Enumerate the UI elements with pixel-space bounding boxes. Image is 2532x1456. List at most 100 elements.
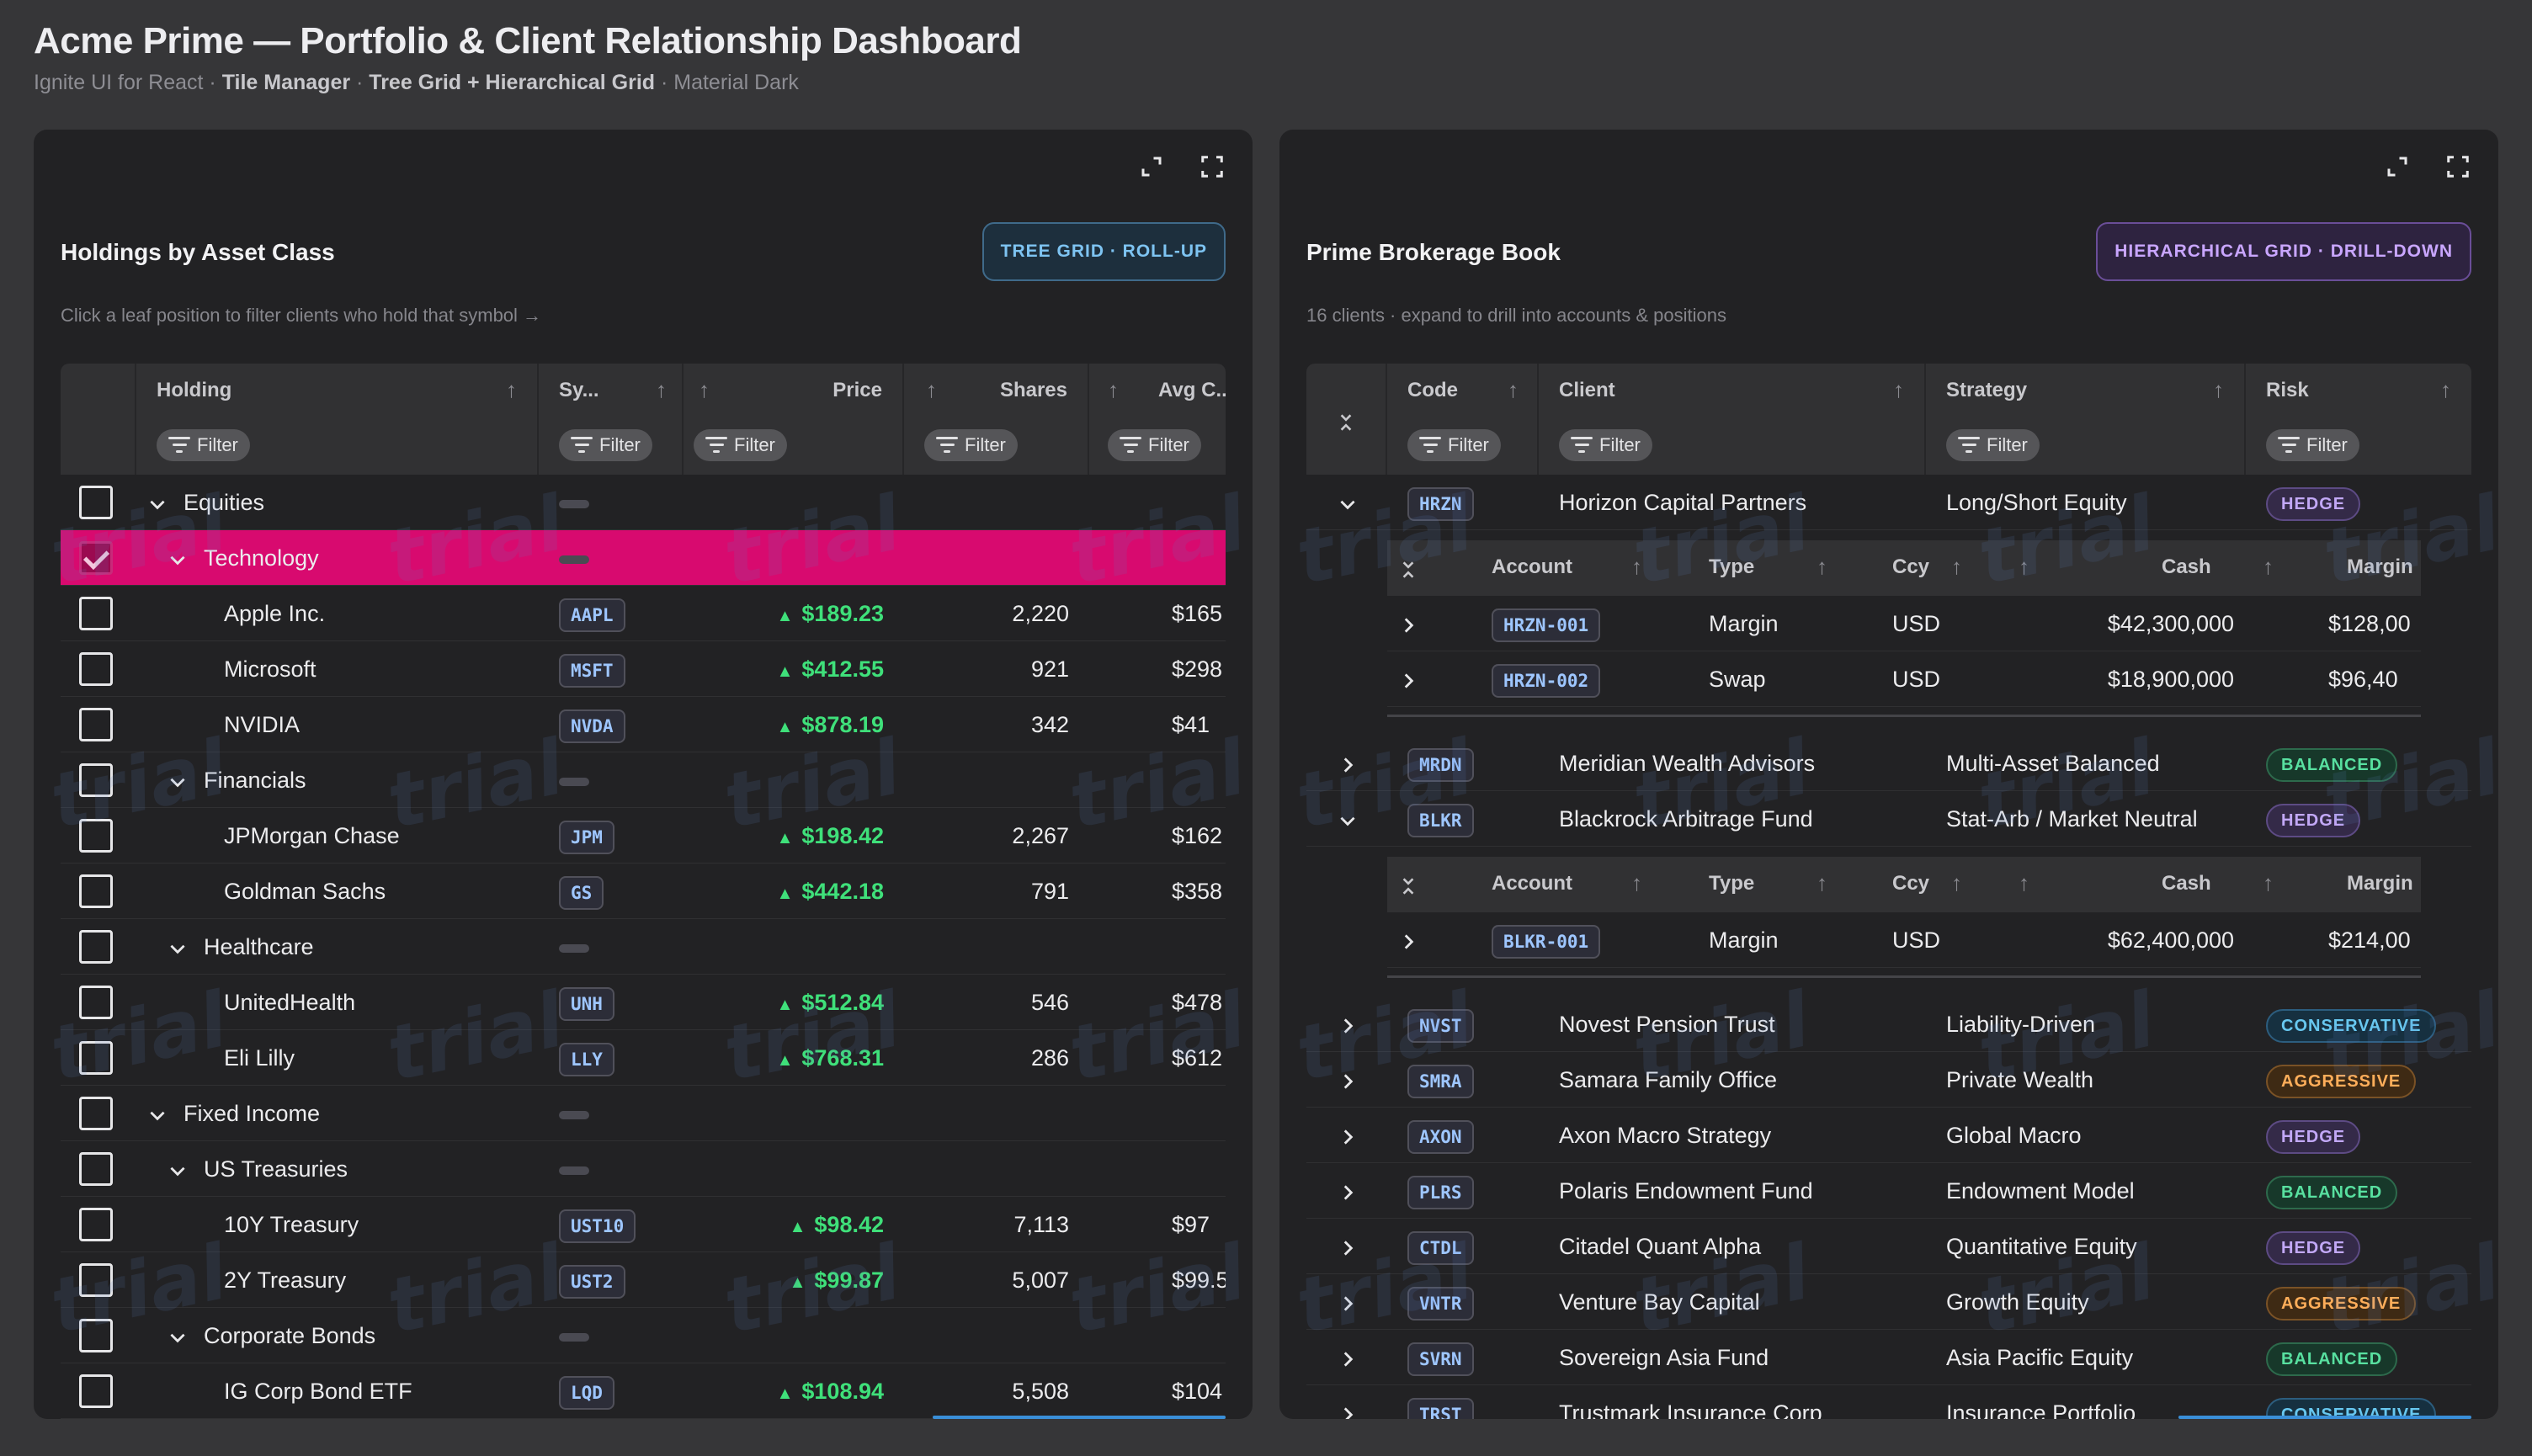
chevron-down-icon[interactable] <box>165 919 190 975</box>
position-row[interactable]: JPMorgan Chase JPM ▲ $198.42 2,267 $162 <box>61 808 1226 864</box>
client-row[interactable]: HRZN Horizon Capital Partners Long/Short E… <box>1306 475 2471 530</box>
sort-up-icon[interactable]: ↑ <box>2019 870 2029 895</box>
client-row[interactable]: SMRA Samara Family Office Private Wealth AG… <box>1306 1052 2471 1108</box>
row-checkbox[interactable] <box>79 1319 113 1352</box>
symbol-filter-chip[interactable]: Filter <box>559 429 652 461</box>
sort-up-icon[interactable]: ↑ <box>1508 377 1519 402</box>
sort-up-icon[interactable]: ↑ <box>1108 377 1119 402</box>
group-row[interactable]: US Treasuries <box>61 1141 1226 1197</box>
row-checkbox[interactable] <box>79 541 113 575</box>
row-checkbox[interactable] <box>79 1374 113 1408</box>
chevron-right-icon[interactable] <box>1335 1219 1360 1274</box>
holding-column-header[interactable]: Holding ↑ Filter <box>136 364 539 475</box>
maximize-icon[interactable] <box>2382 151 2412 182</box>
position-row[interactable]: Microsoft MSFT ▲ $412.55 921 $298 <box>61 641 1226 697</box>
position-row[interactable]: NVIDIA NVDA ▲ $878.19 342 $41 <box>61 697 1226 752</box>
sort-up-icon[interactable]: ↑ <box>1817 870 1827 895</box>
row-checkbox[interactable] <box>79 486 113 519</box>
account-row[interactable]: HRZN-001 Margin USD $42,300,000 $128,00 <box>1387 596 2421 651</box>
chevron-down-icon[interactable] <box>165 1141 190 1197</box>
sort-up-icon[interactable]: ↑ <box>2263 554 2274 579</box>
chevron-right-icon[interactable] <box>1335 996 1360 1052</box>
chevron-right-icon[interactable] <box>1335 1052 1360 1108</box>
avg-cost-filter-chip[interactable]: Filter <box>1108 429 1201 461</box>
risk-filter-chip[interactable]: Filter <box>2266 429 2359 461</box>
client-row[interactable]: NVST Novest Pension Trust Liability-Driven… <box>1306 996 2471 1052</box>
chevron-down-icon[interactable] <box>165 530 190 586</box>
holding-filter-chip[interactable]: Filter <box>157 429 250 461</box>
group-row[interactable]: Technology <box>61 530 1226 586</box>
chevron-down-icon[interactable] <box>1335 475 1360 530</box>
code-filter-chip[interactable]: Filter <box>1407 429 1501 461</box>
sort-up-icon[interactable]: ↑ <box>2213 377 2224 402</box>
chevron-down-icon[interactable] <box>145 1086 170 1141</box>
price-filter-chip[interactable]: Filter <box>694 429 787 461</box>
client-row[interactable]: PLRS Polaris Endowment Fund Endowment Mode… <box>1306 1163 2471 1219</box>
group-row[interactable]: Healthcare <box>61 919 1226 975</box>
row-checkbox[interactable] <box>79 763 113 797</box>
horizontal-scrollbar[interactable] <box>933 1416 1226 1419</box>
horizontal-scrollbar[interactable] <box>2178 1416 2471 1419</box>
client-row[interactable]: VNTR Venture Bay Capital Growth Equity AGGR… <box>1306 1274 2471 1330</box>
sort-up-icon[interactable]: ↑ <box>1893 377 1904 402</box>
sort-up-icon[interactable]: ↑ <box>1817 554 1827 579</box>
chevron-right-icon[interactable] <box>1335 1274 1360 1330</box>
position-row[interactable]: Goldman Sachs GS ▲ $442.18 791 $358 <box>61 864 1226 919</box>
client-row[interactable]: CTDL Citadel Quant Alpha Quantitative Equi… <box>1306 1219 2471 1274</box>
expand-all-header[interactable] <box>1306 364 1387 475</box>
row-checkbox[interactable] <box>79 819 113 853</box>
sort-up-icon[interactable]: ↑ <box>2440 377 2451 402</box>
strategy-filter-chip[interactable]: Filter <box>1946 429 2040 461</box>
code-column-header[interactable]: Code ↑ Filter <box>1387 364 1539 475</box>
chevron-down-icon[interactable] <box>165 752 190 808</box>
sort-up-icon[interactable]: ↑ <box>699 377 710 402</box>
collapse-all-icon[interactable] <box>1333 396 1359 446</box>
shares-filter-chip[interactable]: Filter <box>924 429 1018 461</box>
chevron-right-icon[interactable] <box>1396 651 1421 707</box>
maximize-icon[interactable] <box>1136 151 1167 182</box>
position-row[interactable]: UnitedHealth UNH ▲ $512.84 546 $478 <box>61 975 1226 1030</box>
sort-up-icon[interactable]: ↑ <box>2019 554 2029 579</box>
fullscreen-icon[interactable] <box>2443 151 2473 182</box>
sort-up-icon[interactable]: ↑ <box>1951 870 1962 895</box>
row-checkbox[interactable] <box>79 1208 113 1241</box>
account-row[interactable]: BLKR-001 Margin USD $62,400,000 $214,00 <box>1387 912 2421 968</box>
account-row[interactable]: HRZN-002 Swap USD $18,900,000 $96,40 <box>1387 651 2421 707</box>
chevron-right-icon[interactable] <box>1335 736 1360 791</box>
position-row[interactable]: IG Corp Bond ETF LQD ▲ $108.94 5,508 $104 <box>61 1363 1226 1419</box>
group-row[interactable]: Equities <box>61 475 1226 530</box>
row-checkbox[interactable] <box>79 1041 113 1075</box>
chevron-right-icon[interactable] <box>1335 1108 1360 1163</box>
shares-column-header[interactable]: ↑ Shares Filter <box>904 364 1089 475</box>
client-row[interactable]: BLKR Blackrock Arbitrage Fund Stat-Arb / M… <box>1306 791 2471 847</box>
client-row[interactable]: TRST Trustmark Insurance Corp Insurance Po… <box>1306 1385 2471 1419</box>
sort-up-icon[interactable]: ↑ <box>2263 870 2274 895</box>
position-row[interactable]: 10Y Treasury UST10 ▲ $98.42 7,113 $97 <box>61 1197 1226 1252</box>
chevron-right-icon[interactable] <box>1396 912 1421 968</box>
client-row[interactable]: SVRN Sovereign Asia Fund Asia Pacific Equi… <box>1306 1330 2471 1385</box>
client-row[interactable]: MRDN Meridian Wealth Advisors Multi-Asset … <box>1306 736 2471 791</box>
client-column-header[interactable]: Client ↑ Filter <box>1539 364 1926 475</box>
chevron-right-icon[interactable] <box>1396 596 1421 651</box>
strategy-column-header[interactable]: Strategy ↑ Filter <box>1926 364 2246 475</box>
chevron-right-icon[interactable] <box>1335 1330 1360 1385</box>
sort-up-icon[interactable]: ↑ <box>1631 554 1642 579</box>
sort-up-icon[interactable]: ↑ <box>1951 554 1962 579</box>
row-checkbox[interactable] <box>79 874 113 908</box>
price-column-header[interactable]: ↑ Price Filter <box>684 364 904 475</box>
row-checkbox[interactable] <box>79 1097 113 1130</box>
group-row[interactable]: Corporate Bonds <box>61 1308 1226 1363</box>
chevron-down-icon[interactable] <box>145 475 170 530</box>
collapse-all-icon[interactable] <box>1396 540 1421 596</box>
collapse-all-icon[interactable] <box>1396 857 1421 912</box>
chevron-right-icon[interactable] <box>1335 1385 1360 1419</box>
chevron-right-icon[interactable] <box>1335 1163 1360 1219</box>
group-row[interactable]: Financials <box>61 752 1226 808</box>
row-checkbox[interactable] <box>79 708 113 741</box>
position-row[interactable]: Eli Lilly LLY ▲ $768.31 286 $612 <box>61 1030 1226 1086</box>
row-checkbox[interactable] <box>79 930 113 964</box>
sort-up-icon[interactable]: ↑ <box>506 377 517 402</box>
row-checkbox[interactable] <box>79 597 113 630</box>
client-filter-chip[interactable]: Filter <box>1559 429 1652 461</box>
fullscreen-icon[interactable] <box>1197 151 1227 182</box>
